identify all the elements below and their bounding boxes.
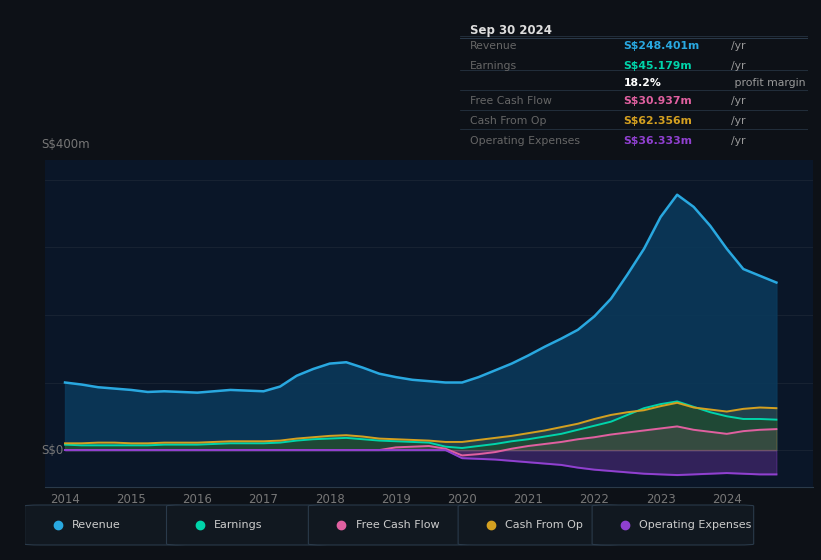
Text: S$0: S$0 — [41, 444, 63, 456]
Text: S$248.401m: S$248.401m — [623, 41, 699, 51]
FancyBboxPatch shape — [309, 505, 470, 545]
Text: /yr: /yr — [732, 96, 745, 106]
FancyBboxPatch shape — [592, 505, 754, 545]
Text: S$400m: S$400m — [41, 138, 89, 151]
Text: S$62.356m: S$62.356m — [623, 116, 692, 126]
Text: Revenue: Revenue — [72, 520, 121, 530]
Text: Operating Expenses: Operating Expenses — [640, 520, 752, 530]
Text: /yr: /yr — [732, 136, 745, 146]
Text: Sep 30 2024: Sep 30 2024 — [470, 24, 553, 37]
Text: /yr: /yr — [732, 41, 745, 51]
Text: Free Cash Flow: Free Cash Flow — [470, 96, 552, 106]
Text: Free Cash Flow: Free Cash Flow — [355, 520, 439, 530]
Text: Cash From Op: Cash From Op — [470, 116, 547, 126]
Text: /yr: /yr — [732, 116, 745, 126]
FancyBboxPatch shape — [25, 505, 186, 545]
Text: Cash From Op: Cash From Op — [506, 520, 583, 530]
FancyBboxPatch shape — [167, 505, 328, 545]
Text: S$36.333m: S$36.333m — [623, 136, 692, 146]
Text: S$30.937m: S$30.937m — [623, 96, 692, 106]
Text: profit margin: profit margin — [732, 78, 805, 88]
Text: /yr: /yr — [732, 61, 745, 71]
Text: 18.2%: 18.2% — [623, 78, 661, 88]
Text: Operating Expenses: Operating Expenses — [470, 136, 580, 146]
Text: Earnings: Earnings — [213, 520, 262, 530]
Text: Earnings: Earnings — [470, 61, 517, 71]
FancyBboxPatch shape — [458, 505, 620, 545]
Text: S$45.179m: S$45.179m — [623, 61, 692, 71]
Text: Revenue: Revenue — [470, 41, 518, 51]
